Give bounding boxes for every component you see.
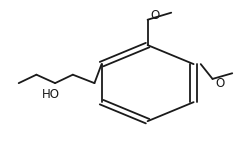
Text: HO: HO: [42, 88, 60, 101]
Text: O: O: [150, 9, 159, 22]
Text: O: O: [215, 77, 225, 90]
